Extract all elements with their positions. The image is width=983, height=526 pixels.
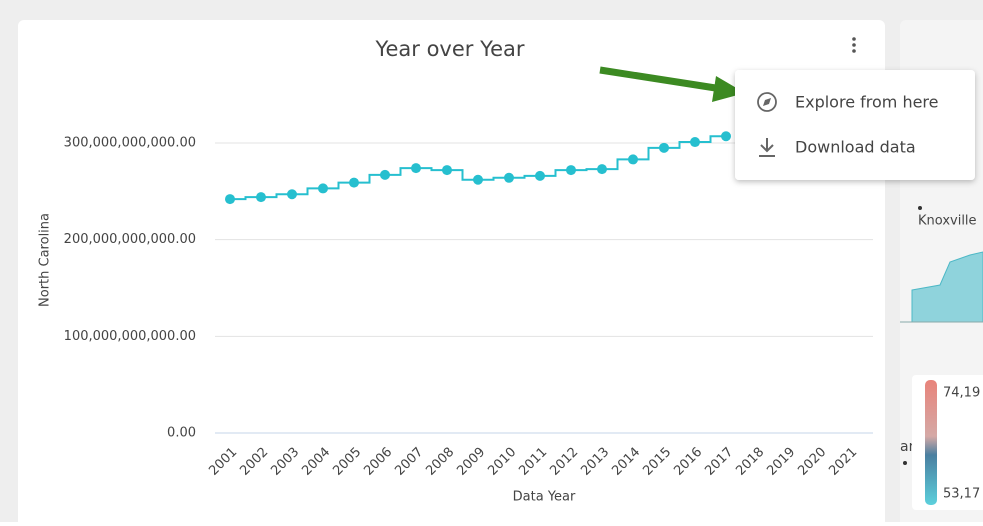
map: Knoxville anta 74,19 53,17 [900, 206, 983, 510]
data-point [721, 131, 731, 142]
y-axis-label: North Carolina [38, 213, 53, 307]
data-point [411, 163, 421, 174]
data-point [597, 164, 607, 175]
y-tick-label: 200,000,000,000.00 [64, 232, 196, 247]
data-point [380, 169, 390, 180]
menu-item-label[interactable]: Download data [795, 138, 916, 157]
arrow [599, 66, 745, 102]
data-point [535, 170, 545, 181]
data-point [442, 165, 452, 176]
y-tick-label: 100,000,000,000.00 [64, 329, 196, 344]
menu-panel [735, 70, 975, 180]
menu-item-label[interactable]: Explore from here [795, 93, 939, 112]
data-point [690, 137, 700, 148]
data-point [659, 142, 669, 153]
y-tick-label: 0.00 [167, 426, 196, 441]
kebab-menu[interactable] [852, 37, 856, 53]
data-point [628, 154, 638, 165]
data-point [318, 183, 328, 194]
data-point [504, 172, 514, 183]
data-point [473, 174, 483, 185]
data-point [256, 192, 266, 203]
menu-item[interactable]: Download data [759, 138, 916, 157]
x-axis-label: Data Year [513, 490, 576, 505]
map-label: Knoxville [918, 214, 977, 229]
context-menu: Explore from here Download data [735, 70, 975, 180]
data-point [225, 194, 235, 205]
city-dot [903, 461, 907, 465]
data-point [349, 177, 359, 188]
y-tick-label: 300,000,000,000.00 [64, 136, 196, 151]
menu-item[interactable]: Explore from here [757, 92, 939, 112]
legend-label: 53,17 [943, 487, 980, 502]
legend-label: 74,19 [943, 386, 980, 401]
data-point [566, 165, 576, 176]
city-dot [918, 206, 922, 210]
legend-gradient [925, 380, 937, 505]
chart-title: Year over Year [374, 37, 524, 61]
data-point [287, 189, 297, 200]
